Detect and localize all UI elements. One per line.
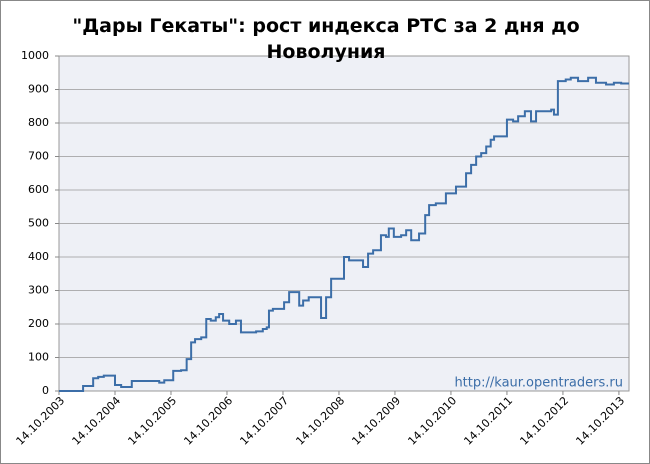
- x-tick-label: 14.10.2010: [405, 394, 459, 448]
- x-tick-label: 14.10.2012: [517, 394, 571, 448]
- y-tick-label: 0: [42, 384, 49, 397]
- x-tick-label: 14.10.2005: [125, 394, 179, 448]
- x-tick-label: 14.10.2007: [237, 394, 291, 448]
- y-tick-label: 800: [28, 116, 49, 129]
- y-tick-label: 600: [28, 183, 49, 196]
- data-line: [59, 76, 629, 392]
- y-tick-label: 1000: [21, 49, 49, 62]
- x-tick-label: 14.10.2011: [461, 394, 515, 448]
- y-tick-label: 700: [28, 150, 49, 163]
- y-tick-label: 500: [28, 217, 49, 230]
- x-tick-label: 14.10.2003: [14, 394, 68, 448]
- chart-title: "Дары Гекаты": рост индекса РТС за 2 дня…: [72, 15, 580, 63]
- x-tick-label: 14.10.2006: [181, 394, 235, 448]
- x-tick-label: 14.10.2013: [573, 394, 627, 448]
- y-tick-label: 300: [28, 284, 49, 297]
- y-tick-label: 900: [28, 83, 49, 96]
- watermark: http://kaur.opentraders.ru: [454, 376, 623, 391]
- y-tick-label: 200: [28, 317, 49, 330]
- x-tick-label: 14.10.2004: [70, 394, 124, 448]
- x-tick-label: 14.10.2008: [293, 394, 347, 448]
- x-tick-label: 14.10.2009: [349, 394, 403, 448]
- y-tick-label: 400: [28, 250, 49, 263]
- y-tick-label: 100: [28, 351, 49, 364]
